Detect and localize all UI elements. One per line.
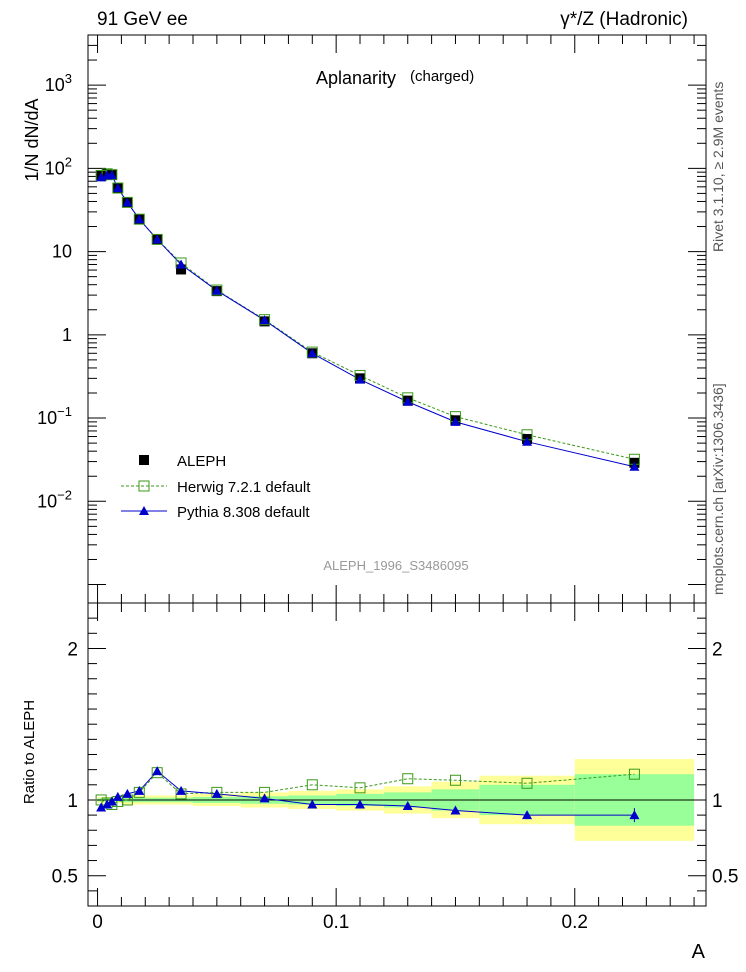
ratio-panel: 0.5 0.5 1 1 2 2 0 0.1 0.2 Ratio to ALEPH A — [21, 602, 738, 963]
series-line-herwig — [100, 173, 635, 460]
ratio-plot-frame — [87, 602, 707, 907]
data-point-aleph — [176, 264, 187, 275]
ratio-point-pythia — [96, 802, 107, 812]
ratio-point-pythia — [402, 801, 413, 811]
x-tick-label: 0 — [92, 912, 103, 933]
y-tick-label: 1 — [62, 325, 72, 345]
ratio-point-pythia — [450, 805, 461, 815]
chart-subtitle: (charged) — [410, 68, 474, 85]
ratio-data-marks — [95, 766, 640, 823]
data-point-pythia — [522, 436, 533, 446]
process-label: γ*/Z (Hadronic) — [560, 9, 688, 30]
series-line-pythia — [100, 174, 635, 468]
main-data-marks — [95, 168, 640, 471]
y-tick-label: 10−1 — [37, 404, 72, 428]
legend-label-herwig: Herwig 7.2.1 default — [177, 479, 311, 496]
ratio-axis-ticks: 0.5 0.5 1 1 2 2 0 0.1 0.2 — [52, 602, 738, 933]
data-point-pythia — [176, 259, 187, 269]
data-point-pythia — [106, 170, 117, 180]
chart-title: Aplanarity — [316, 68, 396, 88]
legend-label-aleph: ALEPH — [177, 453, 226, 470]
data-point-pythia — [259, 315, 270, 325]
ratio-y-tick-label-right: 1 — [712, 791, 723, 812]
x-tick-label: 0.1 — [323, 912, 349, 933]
data-point-pythia — [629, 461, 640, 471]
ratio-point-pythia — [211, 788, 222, 798]
ratio-point-herwig — [354, 782, 366, 794]
ratio-point-pythia — [259, 793, 270, 803]
ratio-point-pythia — [355, 799, 366, 809]
ratio-y-tick-label: 2 — [67, 639, 78, 660]
ratio-y-tick-label-right: 0.5 — [712, 867, 738, 888]
data-point-pythia — [402, 396, 413, 406]
main-panel: Aplanarity (charged) 1/N dN/dA ALEPH_199… — [22, 34, 707, 604]
ratio-y-tick-label-right: 2 — [712, 639, 723, 660]
data-point-pythia — [211, 285, 222, 295]
x-tick-label: 0.2 — [562, 912, 588, 933]
ratio-point-pythia — [102, 799, 113, 809]
y-tick-label: 102 — [45, 154, 72, 178]
legend-marker-aleph — [139, 455, 149, 465]
legend-label-pythia: Pythia 8.308 default — [177, 504, 310, 521]
ratio-point-herwig — [628, 768, 640, 780]
data-point-pythia — [450, 416, 461, 426]
main-axis-ticks: 10−2 10−1 1 10 102 103 — [37, 34, 706, 603]
ratio-point-herwig — [521, 777, 533, 789]
y-tick-label: 103 — [45, 71, 72, 95]
y-axis-label: 1/N dN/dA — [22, 98, 42, 181]
energy-label: 91 GeV ee — [97, 9, 188, 30]
legend: ALEPH Herwig 7.2.1 default Pythia 8.308 … — [121, 453, 311, 521]
data-point-pythia — [122, 197, 133, 207]
ratio-point-herwig — [306, 779, 318, 791]
ratio-point-pythia — [307, 799, 318, 809]
analysis-id-label: ALEPH_1996_S3486095 — [323, 558, 468, 573]
data-point-pythia — [307, 348, 318, 358]
ratio-y-axis-label: Ratio to ALEPH — [21, 700, 38, 804]
ratio-point-pythia — [152, 766, 163, 776]
ratio-y-tick-label: 1 — [67, 791, 78, 812]
y-tick-label: 10−2 — [37, 487, 72, 511]
data-point-herwig — [211, 284, 223, 296]
data-point-pythia — [355, 374, 366, 384]
ratio-y-tick-label: 0.5 — [52, 867, 78, 888]
rivet-label: Rivet 3.1.10, ≥ 2.9M events — [710, 82, 726, 252]
y-tick-label: 10 — [52, 242, 72, 262]
data-point-herwig — [259, 314, 271, 326]
data-point-pythia — [112, 183, 123, 193]
x-axis-label: A — [692, 941, 706, 963]
ratio-point-herwig — [449, 774, 461, 786]
mcplots-label: mcplots.cern.ch [arXiv:1306.3436] — [710, 383, 726, 595]
ratio-point-herwig — [402, 773, 414, 785]
ratio-point-pythia — [176, 785, 187, 795]
ratio-point-pythia — [112, 791, 123, 801]
ratio-point-pythia — [134, 785, 145, 795]
data-point-pythia — [152, 234, 163, 244]
legend-marker-herwig — [138, 480, 150, 492]
legend-marker-pythia — [139, 506, 149, 515]
ratio-point-pythia — [522, 810, 533, 820]
data-point-pythia — [134, 214, 145, 224]
ratio-point-pythia — [106, 796, 117, 806]
ratio-point-pythia — [122, 788, 133, 798]
